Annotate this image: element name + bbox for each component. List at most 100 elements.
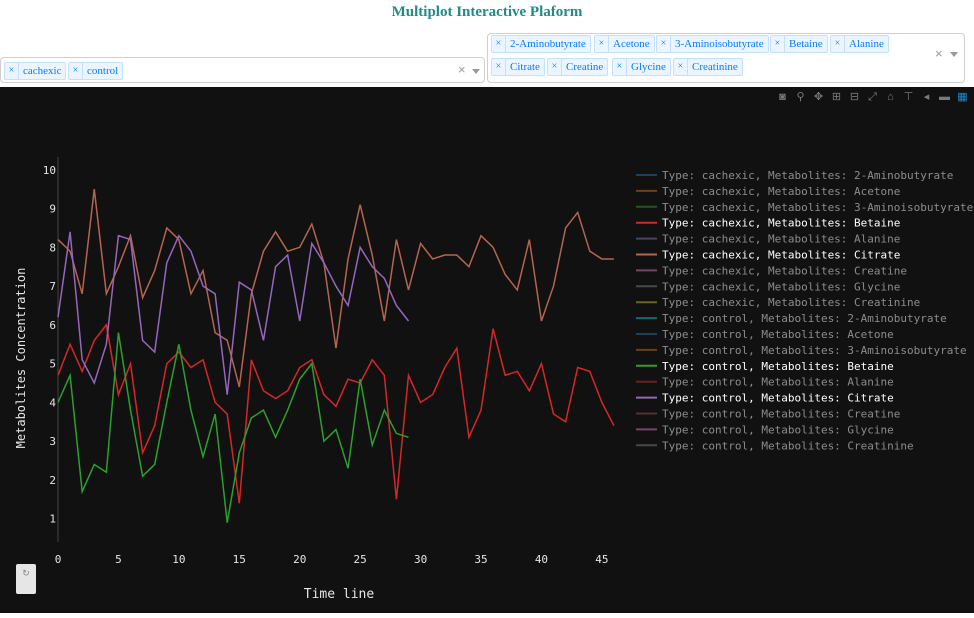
legend-label: Type: control, Metabolites: Citrate	[662, 392, 894, 405]
tag-label: Creatine	[566, 61, 604, 73]
y-tick-label: 4	[49, 396, 56, 409]
x-tick-label: 15	[233, 553, 246, 566]
tag-label: 2-Aminobutyrate	[510, 38, 586, 50]
remove-tag-icon[interactable]: ×	[548, 59, 562, 75]
zoom-in-icon[interactable]: ⊞	[831, 91, 842, 103]
tag-metabolite[interactable]: × Betaine	[770, 35, 828, 53]
tag-type-control[interactable]: × control	[68, 62, 124, 80]
spike-lines-icon[interactable]: ⊤	[903, 91, 914, 103]
y-tick-label: 3	[49, 435, 56, 448]
legend-label: Type: control, Metabolites: Betaine	[662, 360, 894, 373]
legend-item[interactable]: Type: cachexic, Metabolites: Betaine	[636, 217, 900, 230]
chevron-down-icon[interactable]	[472, 69, 480, 74]
home-icon[interactable]: ⌂	[887, 91, 894, 103]
remove-tag-icon[interactable]: ×	[613, 59, 627, 75]
tag-metabolite[interactable]: × Acetone	[594, 35, 655, 53]
legend-label: Type: cachexic, Metabolites: Creatinine	[662, 296, 920, 309]
series-line[interactable]	[57, 189, 614, 388]
clear-all-icon[interactable]: ×	[458, 62, 466, 77]
tag-metabolite[interactable]: × Creatine	[547, 58, 609, 76]
remove-tag-icon[interactable]: ×	[492, 36, 506, 52]
legend-item[interactable]: Type: control, Metabolites: 3-Aminoisobu…	[636, 344, 967, 357]
y-tick-label: 7	[49, 280, 56, 293]
y-tick-label: 1	[49, 513, 56, 526]
reset-view-button[interactable]: ↻	[16, 564, 36, 594]
chevron-down-icon[interactable]	[950, 52, 958, 57]
hover-closest-icon[interactable]: ◂	[923, 91, 930, 103]
x-tick-label: 0	[55, 553, 62, 566]
legend-label: Type: cachexic, Metabolites: Alanine	[662, 233, 900, 246]
legend-label: Type: cachexic, Metabolites: 2-Aminobuty…	[662, 169, 953, 182]
tag-metabolite[interactable]: × Glycine	[612, 58, 671, 76]
legend-label: Type: control, Metabolites: Alanine	[662, 376, 894, 389]
hover-compare-icon[interactable]: ▬	[939, 91, 950, 103]
legend-item[interactable]: Type: cachexic, Metabolites: 2-Aminobuty…	[636, 169, 953, 182]
legend-item[interactable]: Type: control, Metabolites: Creatine	[636, 408, 900, 421]
y-tick-label: 10	[43, 164, 56, 177]
camera-icon[interactable]: ◙	[779, 91, 786, 103]
series-line[interactable]	[57, 332, 409, 523]
series-line[interactable]	[57, 323, 615, 504]
tag-label: cachexic	[23, 65, 62, 77]
x-tick-label: 40	[535, 553, 548, 566]
tag-label: Citrate	[510, 61, 540, 73]
legend-item[interactable]: Type: control, Metabolites: Citrate	[636, 392, 894, 405]
legend-item[interactable]: Type: cachexic, Metabolites: Acetone	[636, 185, 900, 198]
pan-icon[interactable]: ✥	[813, 91, 824, 103]
plot-modebar: ◙ ⚲ ✥ ⊞ ⊟ ⤢ ⌂ ⊤ ◂ ▬ ▦	[775, 90, 970, 104]
series-line[interactable]	[57, 231, 410, 395]
y-tick-label: 9	[49, 203, 56, 216]
autoscale-icon[interactable]: ⤢	[868, 91, 877, 103]
remove-tag-icon[interactable]: ×	[831, 36, 845, 52]
y-axis-label: Metabolites Concentration	[14, 268, 28, 449]
legend-label: Type: cachexic, Metabolites: Glycine	[662, 280, 900, 293]
remove-tag-icon[interactable]: ×	[492, 59, 506, 75]
legend-label: Type: control, Metabolites: Acetone	[662, 328, 894, 341]
zoom-icon[interactable]: ⚲	[796, 91, 805, 103]
legend-item[interactable]: Type: control, Metabolites: Betaine	[636, 360, 894, 373]
y-tick-label: 2	[49, 474, 56, 487]
legend-label: Type: cachexic, Metabolites: Citrate	[662, 249, 900, 262]
remove-tag-icon[interactable]: ×	[771, 36, 785, 52]
x-tick-label: 20	[293, 553, 306, 566]
legend-label: Type: cachexic, Metabolites: Betaine	[662, 217, 900, 230]
tag-metabolite[interactable]: × 3-Aminoisobutyrate	[656, 35, 769, 53]
legend-item[interactable]: Type: cachexic, Metabolites: Alanine	[636, 233, 900, 246]
legend-item[interactable]: Type: cachexic, Metabolites: Citrate	[636, 249, 900, 262]
remove-tag-icon[interactable]: ×	[657, 36, 671, 52]
tag-metabolite[interactable]: × Alanine	[830, 35, 889, 53]
legend-item[interactable]: Type: control, Metabolites: Acetone	[636, 328, 894, 341]
legend-label: Type: control, Metabolites: 3-Aminoisobu…	[662, 344, 967, 357]
legend-item[interactable]: Type: cachexic, Metabolites: Creatinine	[636, 296, 920, 309]
tag-label: Creatinine	[692, 61, 738, 73]
zoom-out-icon[interactable]: ⊟	[849, 91, 860, 103]
legend-item[interactable]: Type: control, Metabolites: Glycine	[636, 423, 894, 436]
x-tick-label: 30	[414, 553, 427, 566]
legend-item[interactable]: Type: control, Metabolites: 2-Aminobutyr…	[636, 312, 947, 325]
legend-label: Type: cachexic, Metabolites: 3-Aminoisob…	[662, 201, 973, 214]
plotly-logo-icon[interactable]: ▦	[957, 91, 968, 103]
clear-all-icon[interactable]: ×	[935, 46, 943, 61]
remove-tag-icon[interactable]: ×	[674, 59, 688, 75]
type-multiselect[interactable]: × cachexic × control ×	[0, 57, 485, 83]
x-tick-label: 45	[595, 553, 608, 566]
remove-tag-icon[interactable]: ×	[5, 63, 19, 79]
legend-item[interactable]: Type: cachexic, Metabolites: 3-Aminoisob…	[636, 201, 973, 214]
legend-item[interactable]: Type: cachexic, Metabolites: Glycine	[636, 280, 900, 293]
plot-area[interactable]: ◙ ⚲ ✥ ⊞ ⊟ ⤢ ⌂ ⊤ ◂ ▬ ▦ 0 5 10 15 20 25 30 35 40 45…	[0, 87, 974, 613]
legend-item[interactable]: Type: control, Metabolites: Alanine	[636, 376, 894, 389]
tag-metabolite[interactable]: × Creatinine	[673, 58, 743, 76]
legend-label: Type: control, Metabolites: Creatine	[662, 408, 900, 421]
remove-tag-icon[interactable]: ×	[595, 36, 609, 52]
tag-metabolite[interactable]: × 2-Aminobutyrate	[491, 35, 591, 53]
y-tick-label: 5	[49, 358, 56, 371]
legend-item[interactable]: Type: cachexic, Metabolites: Creatine	[636, 264, 907, 277]
tag-label: 3-Aminoisobutyrate	[675, 38, 764, 50]
tag-metabolite[interactable]: × Citrate	[491, 58, 545, 76]
metabolite-multiselect[interactable]: × 2-Aminobutyrate × Acetone × 3-Aminoiso…	[487, 33, 965, 83]
legend-item[interactable]: Type: control, Metabolites: Creatinine	[636, 439, 914, 452]
tag-type-cachexic[interactable]: × cachexic	[4, 62, 67, 80]
y-tick-label: 6	[49, 319, 56, 332]
remove-tag-icon[interactable]: ×	[69, 63, 83, 79]
